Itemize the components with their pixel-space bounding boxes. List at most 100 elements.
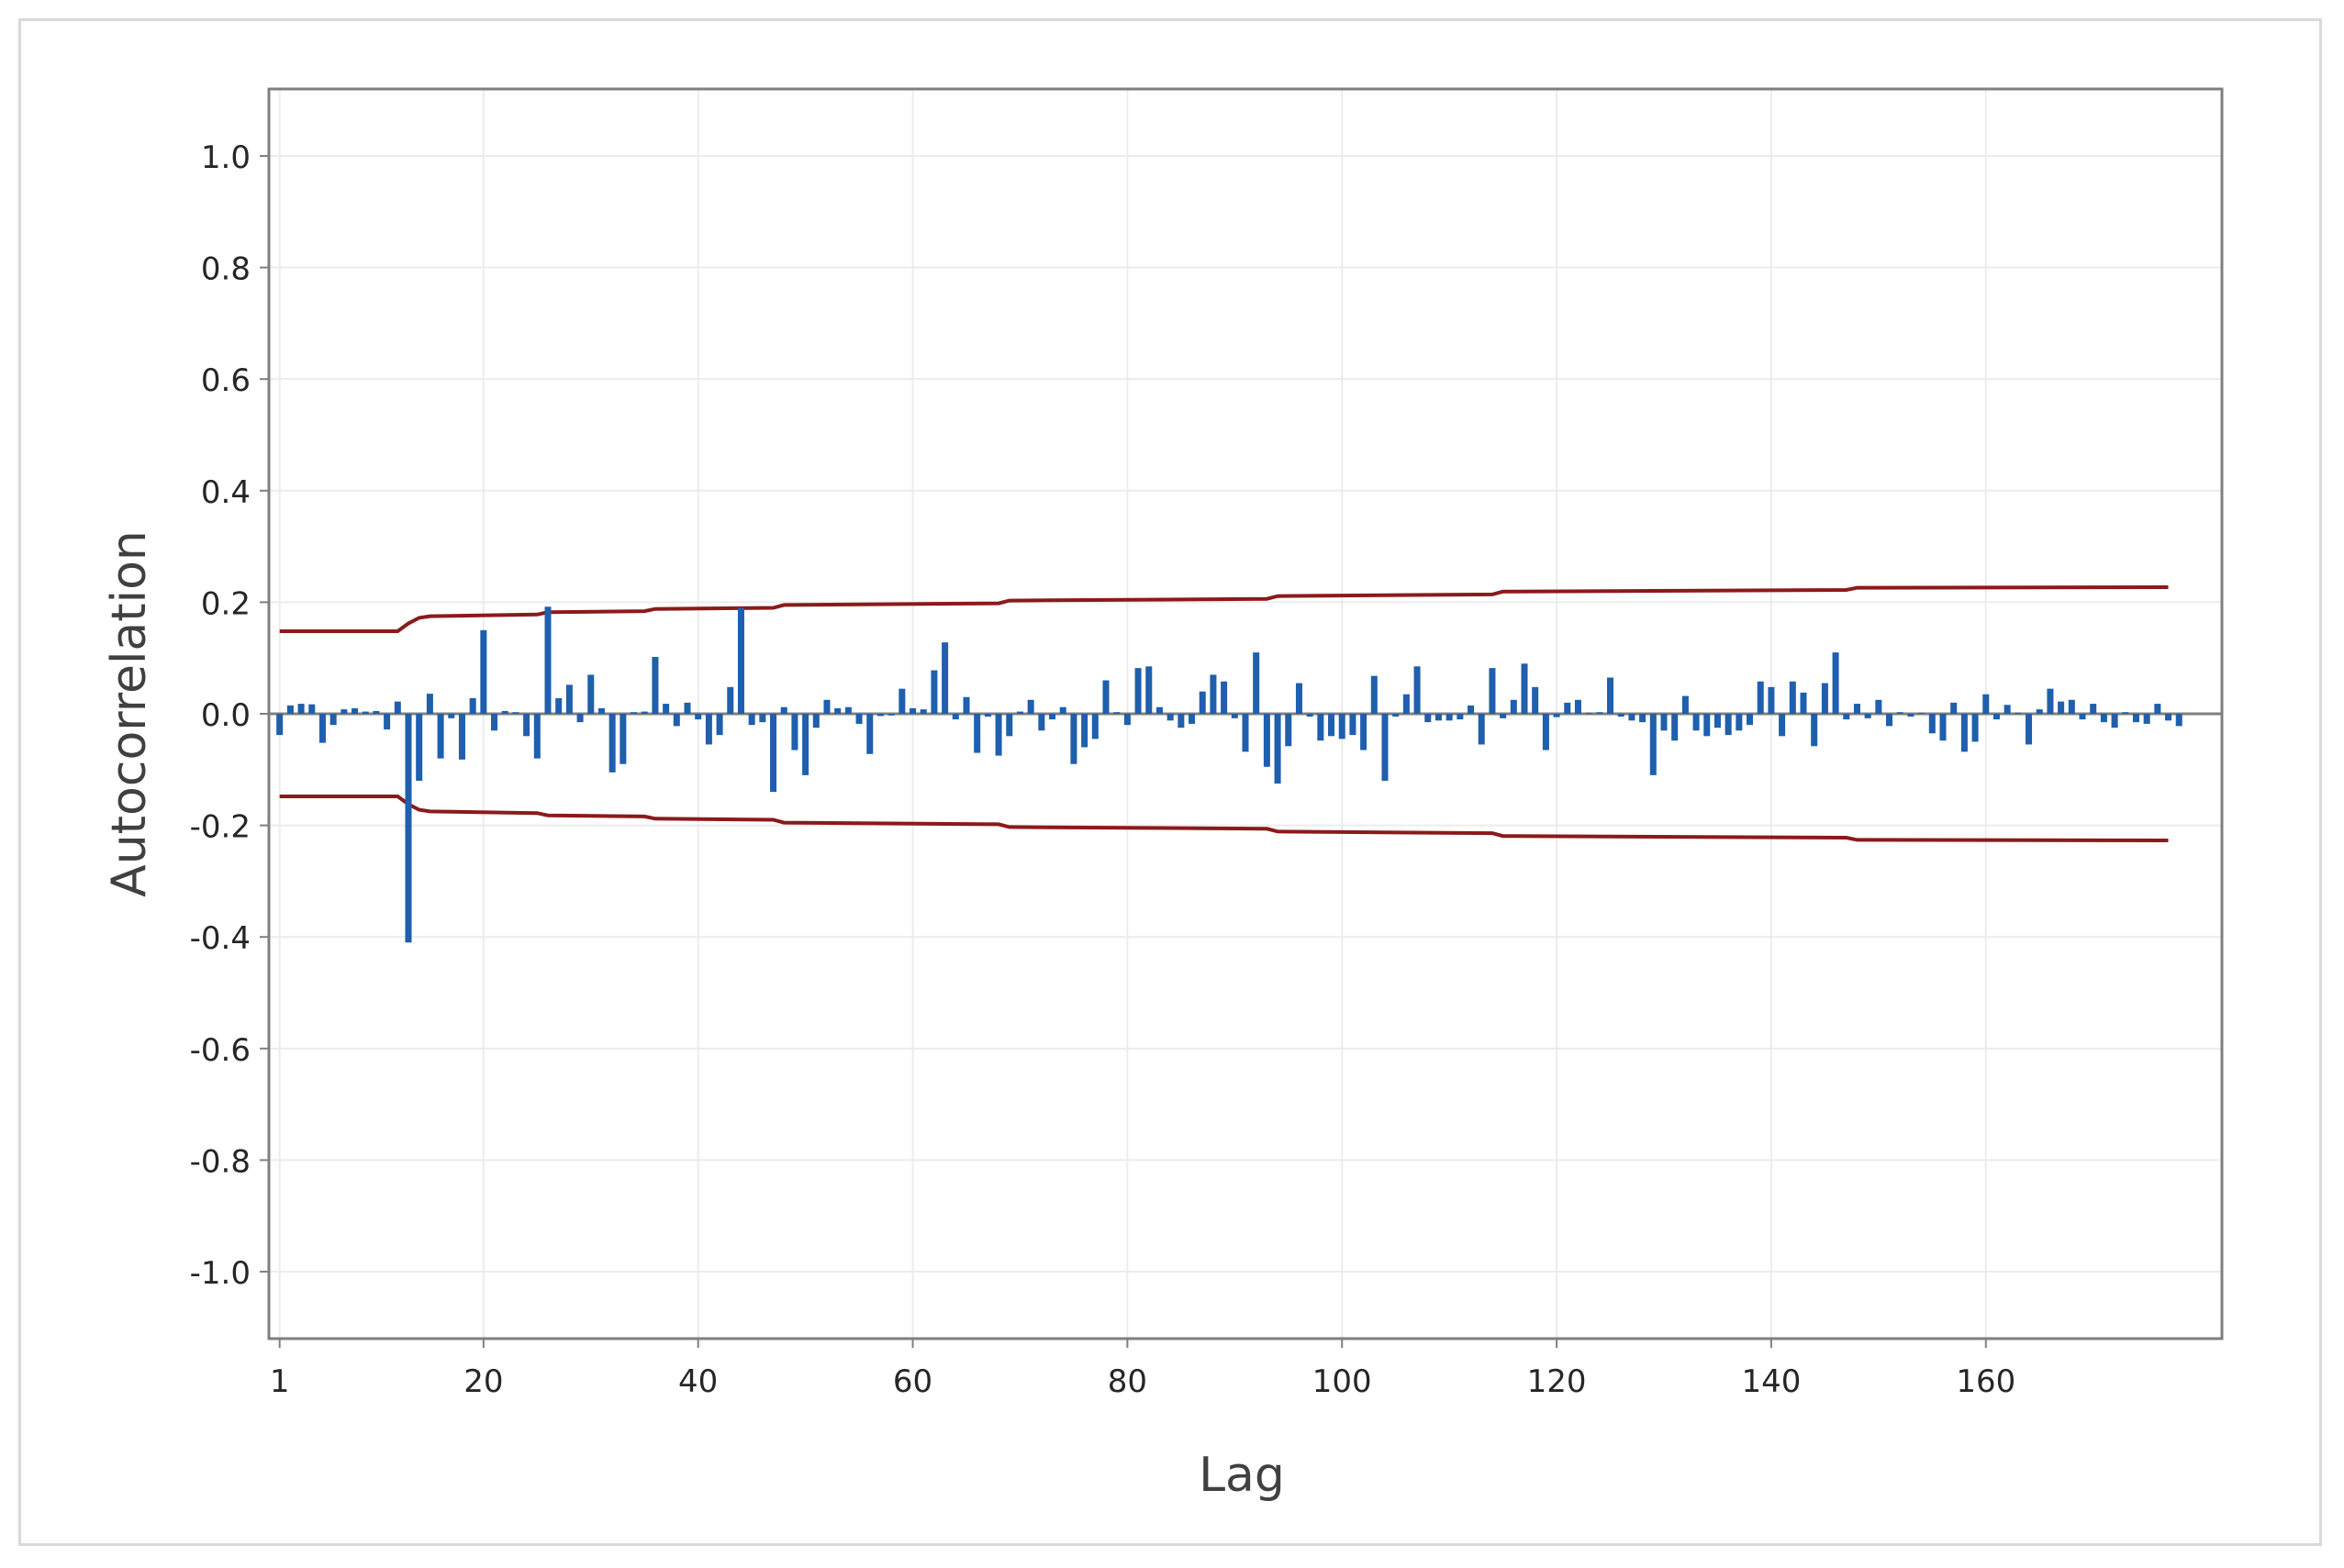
acf-bar xyxy=(1338,714,1345,740)
acf-bar xyxy=(866,714,874,754)
acf-bar xyxy=(565,684,573,714)
acf-bar xyxy=(2015,712,2022,714)
acf-bar xyxy=(1263,714,1270,767)
acf-bar xyxy=(695,714,702,720)
acf-bar xyxy=(1532,686,1539,714)
acf-bar xyxy=(1199,691,1206,714)
y-tick-label: 0.0 xyxy=(201,697,251,734)
acf-bar xyxy=(1843,714,1850,720)
acf-bar xyxy=(1123,714,1131,726)
acf-bar xyxy=(984,714,991,717)
acf-bar xyxy=(1424,714,1432,723)
acf-bar xyxy=(995,714,1002,756)
upper-limit-line xyxy=(279,585,2169,633)
acf-bar xyxy=(1113,712,1121,714)
acf-bar xyxy=(437,714,444,759)
acf-bar xyxy=(2026,714,2033,745)
acf-bar xyxy=(876,714,884,717)
acf-bar xyxy=(619,714,627,764)
acf-bar xyxy=(329,714,337,726)
acf-bar xyxy=(608,714,616,773)
acf-bar xyxy=(2079,714,2086,720)
acf-bar xyxy=(555,697,563,714)
acf-bar xyxy=(834,707,842,714)
acf-bar xyxy=(823,699,831,714)
acf-bar xyxy=(1660,714,1668,731)
acf-bar xyxy=(1038,714,1045,731)
acf-bar xyxy=(1992,714,2000,720)
acf-bar xyxy=(1413,666,1421,714)
acf-bar xyxy=(1703,714,1711,737)
acf-bar xyxy=(1392,714,1400,717)
acf-bar xyxy=(748,714,755,726)
acf-bar xyxy=(1145,666,1153,714)
acf-bar xyxy=(1971,714,1979,742)
acf-bar xyxy=(2122,712,2129,714)
acf-bar xyxy=(1649,714,1657,775)
acf-bar xyxy=(1049,714,1056,720)
acf-bar xyxy=(1500,714,1507,718)
acf-bar xyxy=(1381,714,1389,781)
acf-bar xyxy=(1607,677,1614,714)
acf-bar xyxy=(2058,701,2065,714)
acf-bar xyxy=(844,706,852,714)
y-tick-label: 0.4 xyxy=(201,474,251,511)
acf-bar xyxy=(1360,714,1367,751)
significance-limits xyxy=(279,585,2169,842)
acf-bar xyxy=(791,714,798,751)
acf-bar xyxy=(1896,712,1903,714)
acf-bar xyxy=(1853,704,1860,714)
acf-bar xyxy=(1628,714,1635,721)
x-tick-label: 40 xyxy=(678,1363,718,1400)
acf-bar xyxy=(1574,699,1581,714)
acf-bar xyxy=(2100,714,2107,723)
acf-bar xyxy=(1800,692,1807,714)
acf-bar xyxy=(1617,714,1624,717)
acf-bar xyxy=(340,709,348,714)
acf-bar xyxy=(1155,706,1163,714)
acf-bar xyxy=(523,714,530,737)
acf-bar xyxy=(855,714,863,724)
acf-bar xyxy=(469,697,476,714)
acf-bar xyxy=(931,670,938,714)
acf-bar xyxy=(352,707,359,714)
acf-bar xyxy=(1950,702,1958,714)
acf-bar xyxy=(1328,714,1335,737)
acf-bar xyxy=(1564,702,1571,714)
acf-bar xyxy=(759,714,766,723)
acf-bar xyxy=(1274,714,1281,784)
y-tick-label: -0.8 xyxy=(190,1143,251,1180)
y-tick-label: -1.0 xyxy=(190,1255,251,1292)
acf-bar xyxy=(2132,714,2139,723)
acf-bar xyxy=(705,714,712,745)
acf-bar xyxy=(920,709,927,714)
acf-bar xyxy=(1434,714,1442,721)
acf-bar xyxy=(1596,712,1603,714)
acf-bar xyxy=(641,711,648,714)
acf-bar xyxy=(1821,683,1828,714)
acf-bar xyxy=(1713,714,1721,728)
acf-bar xyxy=(1585,712,1592,714)
x-tick-label: 20 xyxy=(463,1363,503,1400)
acf-bar xyxy=(480,629,487,714)
acf-bar xyxy=(1006,714,1013,737)
acf-bar xyxy=(2004,705,2011,714)
acf-bar xyxy=(1725,714,1732,736)
acf-bar xyxy=(1747,714,1754,726)
acf-bar xyxy=(1134,668,1142,714)
acf-bar xyxy=(373,710,380,714)
acf-bar xyxy=(1736,714,1743,731)
acf-bar xyxy=(663,704,670,714)
y-tick-label: 0.2 xyxy=(201,585,251,622)
acf-bar xyxy=(1939,714,1947,741)
acf-bar xyxy=(1242,714,1249,752)
acf-bar xyxy=(2111,714,2118,728)
acf-bar xyxy=(974,714,981,753)
x-tick-label: 160 xyxy=(1956,1363,2015,1400)
y-axis-ticks: 1.0 0.8 0.6 0.4 0.2 0.0 -0.2 -0.4 -0.6 -0.8 -1.0 xyxy=(190,139,269,1292)
acf-bar xyxy=(1317,714,1324,741)
acf-bar xyxy=(780,706,787,714)
acf-bar xyxy=(1081,714,1088,748)
acf-bar xyxy=(533,714,541,759)
